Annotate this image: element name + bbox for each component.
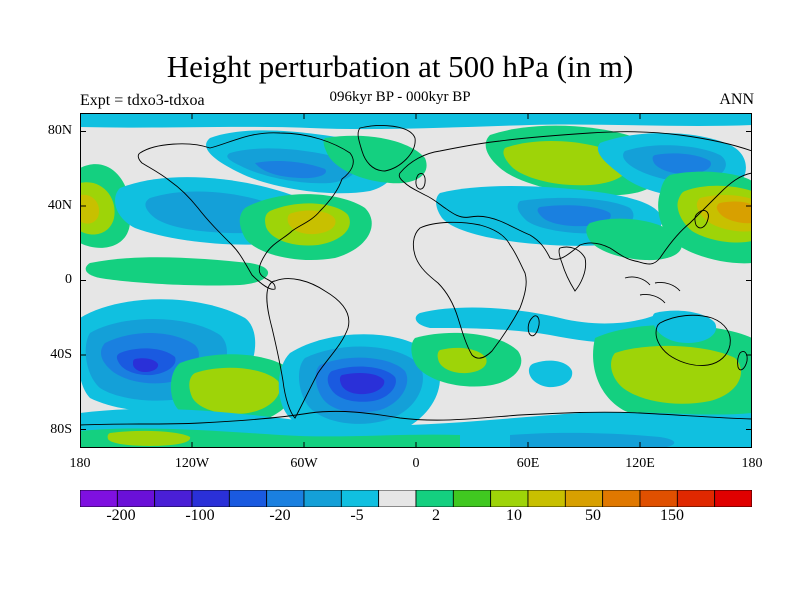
contour-region	[80, 113, 752, 130]
colorbar-swatch	[266, 490, 305, 507]
colorbar-label: 150	[660, 507, 684, 524]
season-label: ANN	[719, 91, 754, 108]
lat-label-40s: 40S	[50, 347, 72, 362]
lon-label-60e: 60E	[516, 456, 540, 471]
colorbar-swatch	[676, 490, 716, 507]
coastlines	[79, 125, 753, 426]
contour-region	[537, 205, 611, 227]
contour-region	[133, 358, 159, 372]
colorbar-swatch	[714, 490, 752, 507]
lat-label-40n: 40N	[47, 198, 72, 213]
colorbar-label: 10	[506, 507, 522, 524]
colorbar-swatch	[116, 490, 156, 507]
colorbar-swatch	[191, 490, 230, 507]
contour-region	[437, 347, 487, 374]
contour-region	[586, 218, 682, 261]
india-outline	[558, 246, 587, 292]
colorbar-swatch	[602, 490, 641, 507]
south-america-outline	[266, 278, 350, 419]
madagascar-outline	[527, 315, 540, 337]
contour-region	[528, 360, 573, 388]
lat-label-80n: 80N	[47, 123, 72, 138]
colorbar-swatch	[80, 490, 118, 507]
colorbar-swatch	[228, 490, 268, 507]
greenland-outline	[357, 125, 416, 172]
colorbar-swatch	[154, 490, 193, 507]
contour-region	[339, 372, 385, 395]
colorbar-swatch	[564, 490, 604, 507]
experiment-label: Expt = tdxo3-tdxoa	[80, 92, 205, 109]
colorbar-swatch	[527, 490, 566, 507]
contour-region	[107, 430, 191, 446]
colorbar-label: 2	[432, 507, 440, 524]
chart-title: Height perturbation at 500 hPa (in m)	[166, 49, 634, 84]
map-plot	[79, 113, 753, 448]
lon-label-180e: 180	[741, 456, 763, 471]
se-asia-islands	[624, 276, 681, 304]
lon-label-180w: 180	[69, 456, 91, 471]
contour-map	[79, 113, 753, 448]
colorbar-swatch	[378, 490, 417, 507]
britain-outline	[415, 172, 426, 190]
colorbar-swatch	[490, 490, 529, 507]
africa-outline	[412, 221, 527, 359]
lat-ticks	[80, 131, 752, 430]
lon-label-60w: 60W	[290, 456, 318, 471]
colorbar-label: -20	[269, 507, 291, 524]
australia-outline	[655, 314, 731, 366]
contour-region	[611, 345, 742, 404]
lat-label-0: 0	[65, 272, 72, 287]
contour-region	[716, 201, 752, 224]
chart-subtitle: 096kyr BP - 000kyr BP	[329, 89, 471, 105]
colorbar-swatch	[452, 490, 492, 507]
new-zealand-outline	[737, 350, 748, 371]
lon-label-120e: 120E	[625, 456, 655, 471]
colorbar-swatch	[415, 490, 454, 507]
north-america-outline	[137, 132, 354, 290]
contour-region	[652, 310, 717, 343]
colorbar-swatch	[639, 490, 678, 507]
lat-label-80s: 80S	[50, 422, 72, 437]
contour-region	[80, 194, 100, 224]
colorbar-swatch	[340, 490, 380, 507]
lon-label-0: 0	[412, 456, 420, 471]
contour-region	[85, 257, 269, 286]
contour-region	[510, 432, 675, 448]
colorbar-label: -100	[185, 507, 215, 524]
colorbar-label: 50	[585, 507, 601, 524]
eurasia-outline	[398, 131, 753, 265]
colorbar-swatch	[303, 490, 342, 507]
colorbar-label: -200	[106, 507, 136, 524]
contour-region	[189, 367, 280, 415]
contour-region	[503, 140, 629, 186]
contour-region	[255, 160, 326, 179]
colorbar-label: -5	[350, 507, 364, 524]
antarctica-outline	[79, 410, 753, 426]
colorbar	[80, 490, 752, 507]
lon-label-120w: 120W	[174, 456, 210, 471]
japan-outline	[694, 210, 709, 229]
contour-region	[287, 210, 336, 235]
contour-region	[652, 153, 711, 175]
